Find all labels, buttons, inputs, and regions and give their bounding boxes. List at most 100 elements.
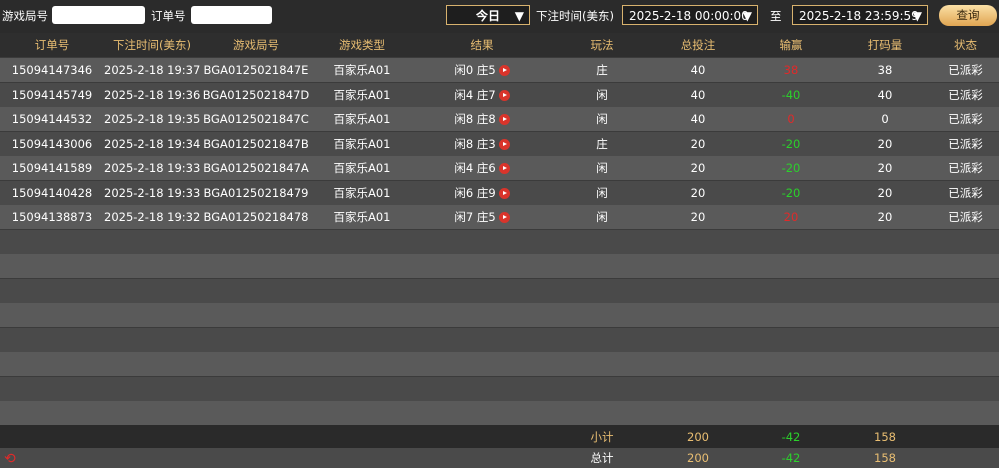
empty-row bbox=[0, 278, 999, 303]
period: 今日 bbox=[475, 9, 500, 23]
result: 闲4 庄6 bbox=[454, 161, 496, 175]
header-cell: 游戏局号 bbox=[233, 38, 279, 52]
search-button[interactable]: 查询 bbox=[939, 5, 997, 26]
label: 小计 bbox=[590, 429, 614, 444]
cell: 20 bbox=[783, 210, 799, 224]
cell: 2025-2-18 19:33 bbox=[104, 185, 200, 200]
cell: 2025-2-18 19:33 bbox=[104, 161, 200, 175]
result: 闲4 庄7 bbox=[454, 87, 496, 102]
result-cell: 闲6 庄9 bbox=[412, 185, 552, 201]
cell: -20 bbox=[781, 185, 801, 200]
header-cell: 状态 bbox=[954, 38, 977, 52]
cell: BGA0125021847C bbox=[203, 112, 309, 126]
label: 下注时间(美东) bbox=[536, 9, 614, 23]
result-cell: 闲4 庄6 bbox=[412, 160, 552, 176]
label: 订单号 bbox=[151, 9, 186, 23]
result: 闲7 庄5 bbox=[454, 210, 496, 224]
cell: 2025-2-18 19:34 bbox=[104, 136, 200, 151]
cell: 15094140428 bbox=[11, 185, 93, 200]
replay-button[interactable] bbox=[498, 187, 510, 199]
cell: BGA0125021847D bbox=[202, 87, 310, 102]
cell: 20 bbox=[690, 210, 706, 224]
cell: 庄 bbox=[596, 136, 608, 151]
empty-row bbox=[0, 254, 999, 278]
cell: 已派彩 bbox=[948, 112, 983, 126]
round-input[interactable] bbox=[52, 6, 145, 24]
table-row: 15094145749 2025-2-18 19:36 BGA0125021847D… bbox=[0, 82, 999, 107]
header-cell: 玩法 bbox=[590, 38, 614, 52]
cell: -20 bbox=[781, 136, 801, 151]
replay-button[interactable] bbox=[498, 163, 510, 174]
cell: 20 bbox=[877, 161, 893, 175]
turnover: 158 bbox=[874, 451, 896, 465]
cell: 百家乐A01 bbox=[333, 63, 391, 77]
cell: 百家乐A01 bbox=[333, 185, 391, 200]
winloss: -42 bbox=[781, 451, 801, 465]
cell: 闲 bbox=[596, 161, 608, 175]
cell: BGA01250218478 bbox=[203, 210, 309, 224]
cell: 20 bbox=[877, 136, 893, 151]
cell: 已派彩 bbox=[948, 161, 983, 175]
table-row: 15094144532 2025-2-18 19:35 BGA0125021847C… bbox=[0, 107, 999, 131]
refresh-icon[interactable]: ⟲ bbox=[4, 451, 16, 467]
table-row: 15094147346 2025-2-18 19:37 BGA0125021847E… bbox=[0, 58, 999, 82]
cell: 已派彩 bbox=[948, 210, 983, 224]
header-cell: 下注时间(美东) bbox=[113, 38, 191, 52]
turnover: 158 bbox=[874, 429, 896, 444]
cell: 已派彩 bbox=[948, 63, 983, 77]
header-cell: 打码量 bbox=[867, 38, 903, 52]
replay-button[interactable] bbox=[498, 89, 510, 101]
replay-button[interactable] bbox=[498, 138, 510, 150]
start-date[interactable]: 2025-2-18 00:00:00 ▼ bbox=[622, 5, 758, 25]
replay-button[interactable] bbox=[498, 212, 510, 223]
result: 闲6 庄9 bbox=[454, 185, 496, 200]
cell: 2025-2-18 19:36 bbox=[104, 87, 200, 102]
cell: 20 bbox=[877, 185, 893, 200]
result-cell: 闲4 庄7 bbox=[412, 87, 552, 103]
header-cell: 总投注 bbox=[680, 38, 716, 52]
result-cell: 闲8 庄3 bbox=[412, 136, 552, 152]
cell: 百家乐A01 bbox=[333, 136, 391, 151]
replay-button[interactable] bbox=[498, 114, 510, 125]
cell: -40 bbox=[781, 87, 801, 102]
cell: 15094138873 bbox=[11, 210, 93, 224]
header-cell: 输赢 bbox=[779, 38, 803, 52]
table-row: 15094140428 2025-2-18 19:33 BGA01250218479… bbox=[0, 180, 999, 205]
replay-button[interactable] bbox=[498, 65, 510, 76]
end-date[interactable]: 2025-2-18 23:59:59 ▼ bbox=[792, 5, 928, 25]
cell: 15094143006 bbox=[11, 136, 93, 151]
period-select[interactable]: 今日 ▼ bbox=[446, 5, 530, 25]
cell: 闲 bbox=[596, 87, 608, 102]
cell: 闲 bbox=[596, 210, 608, 224]
cell: 0 bbox=[881, 112, 889, 126]
cell: 40 bbox=[690, 112, 706, 126]
result-cell: 闲8 庄8 bbox=[412, 111, 552, 127]
cell: 40 bbox=[690, 87, 706, 102]
cell: 40 bbox=[690, 63, 706, 77]
cell: 40 bbox=[877, 87, 893, 102]
cell: 2025-2-18 19:32 bbox=[104, 210, 200, 224]
result: 闲8 庄8 bbox=[454, 112, 496, 126]
header-row: 订单号 下注时间(美东) 游戏局号 游戏类型 结果 玩法 总投注 输赢 打码量 状态 bbox=[0, 33, 999, 57]
cell: 已派彩 bbox=[948, 87, 983, 102]
bet: 200 bbox=[687, 429, 709, 444]
bet: 200 bbox=[687, 451, 709, 465]
total-row: ⟲ 总计 200 -42 158 bbox=[0, 448, 999, 468]
result: 闲0 庄5 bbox=[454, 63, 496, 77]
header-cell: 订单号 bbox=[34, 38, 70, 52]
cell: 2025-2-18 19:37 bbox=[104, 63, 200, 77]
result-cell: 闲0 庄5 bbox=[412, 62, 552, 78]
empty-row bbox=[0, 327, 999, 352]
table-row: 15094143006 2025-2-18 19:34 BGA0125021847B… bbox=[0, 131, 999, 156]
cell: 15094147346 bbox=[11, 63, 93, 77]
toolbar: 游戏局号 订单号 今日 ▼ 下注时间(美东) 2025-2-18 00:00:00… bbox=[0, 0, 999, 33]
cell: BGA0125021847E bbox=[203, 63, 309, 77]
header-cell: 游戏类型 bbox=[339, 38, 385, 52]
cell: 15094141589 bbox=[11, 161, 93, 175]
cell: -20 bbox=[781, 161, 801, 175]
order-input[interactable] bbox=[191, 6, 272, 24]
start: 2025-2-18 00:00:00 bbox=[629, 9, 749, 23]
cell: 已派彩 bbox=[948, 136, 983, 151]
cell: 20 bbox=[690, 136, 706, 151]
